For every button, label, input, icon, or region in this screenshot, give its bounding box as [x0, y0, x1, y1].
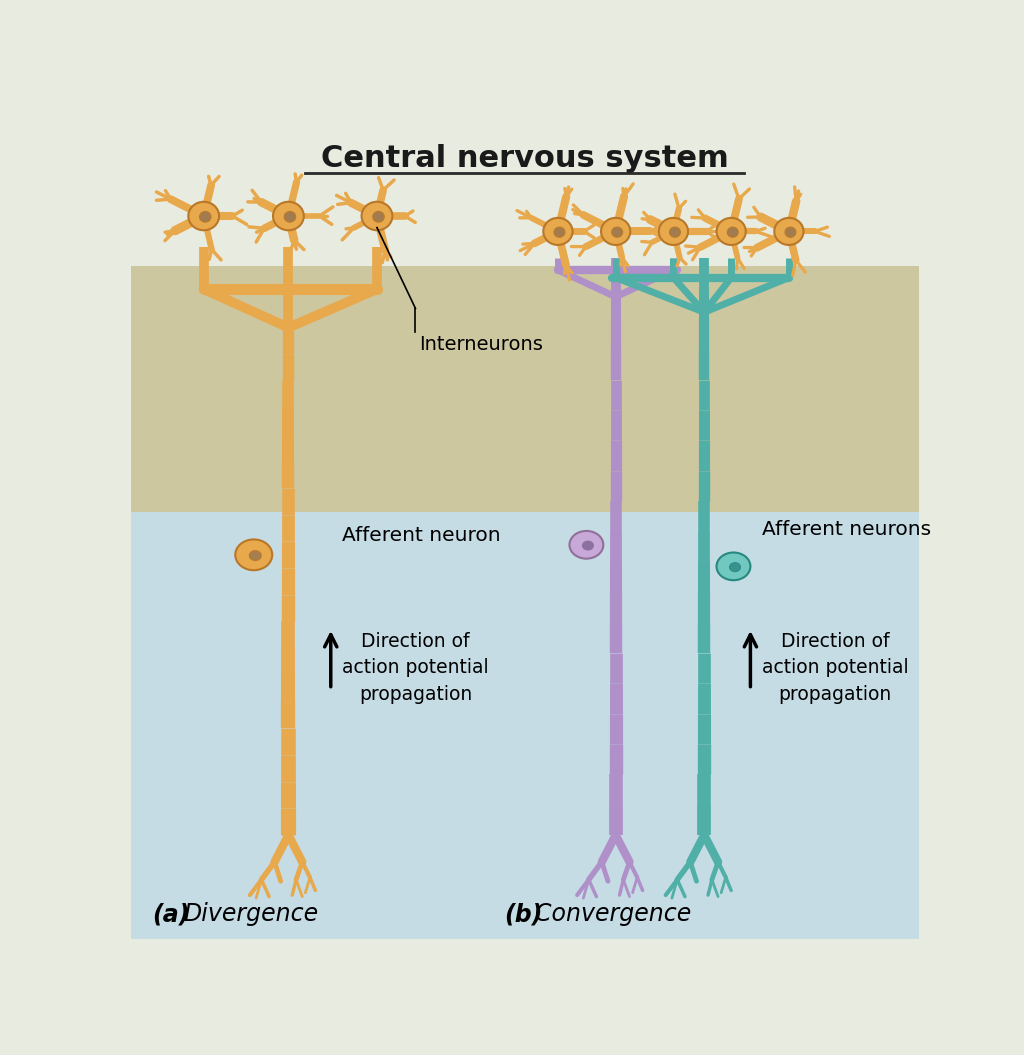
Ellipse shape	[273, 202, 304, 230]
Ellipse shape	[285, 211, 296, 223]
Ellipse shape	[249, 551, 261, 560]
Ellipse shape	[717, 553, 751, 580]
Ellipse shape	[658, 218, 688, 245]
Ellipse shape	[717, 218, 745, 245]
Text: Direction of
action potential
propagation: Direction of action potential propagatio…	[342, 632, 488, 704]
Ellipse shape	[569, 531, 603, 559]
Ellipse shape	[236, 539, 272, 570]
Ellipse shape	[361, 202, 392, 230]
Ellipse shape	[188, 202, 219, 230]
Ellipse shape	[611, 227, 623, 237]
Polygon shape	[131, 127, 920, 266]
Text: Central nervous system: Central nervous system	[321, 145, 729, 173]
Text: Convergence: Convergence	[535, 902, 691, 926]
Ellipse shape	[200, 211, 211, 223]
Ellipse shape	[729, 562, 740, 572]
Ellipse shape	[601, 218, 631, 245]
Ellipse shape	[774, 218, 804, 245]
Ellipse shape	[373, 211, 384, 223]
Text: Divergence: Divergence	[183, 902, 318, 926]
Polygon shape	[131, 513, 920, 939]
Ellipse shape	[554, 227, 565, 237]
Text: Direction of
action potential
propagation: Direction of action potential propagatio…	[762, 632, 908, 704]
Text: Afferent neuron: Afferent neuron	[342, 526, 501, 545]
Text: Interneurons: Interneurons	[419, 335, 543, 354]
Text: Afferent neurons: Afferent neurons	[762, 520, 931, 539]
Ellipse shape	[583, 541, 594, 550]
Ellipse shape	[544, 218, 572, 245]
Text: (a): (a)	[153, 902, 189, 926]
Ellipse shape	[727, 227, 738, 237]
Ellipse shape	[670, 227, 680, 237]
Ellipse shape	[785, 227, 796, 237]
Text: (b): (b)	[504, 902, 543, 926]
Polygon shape	[131, 266, 920, 513]
